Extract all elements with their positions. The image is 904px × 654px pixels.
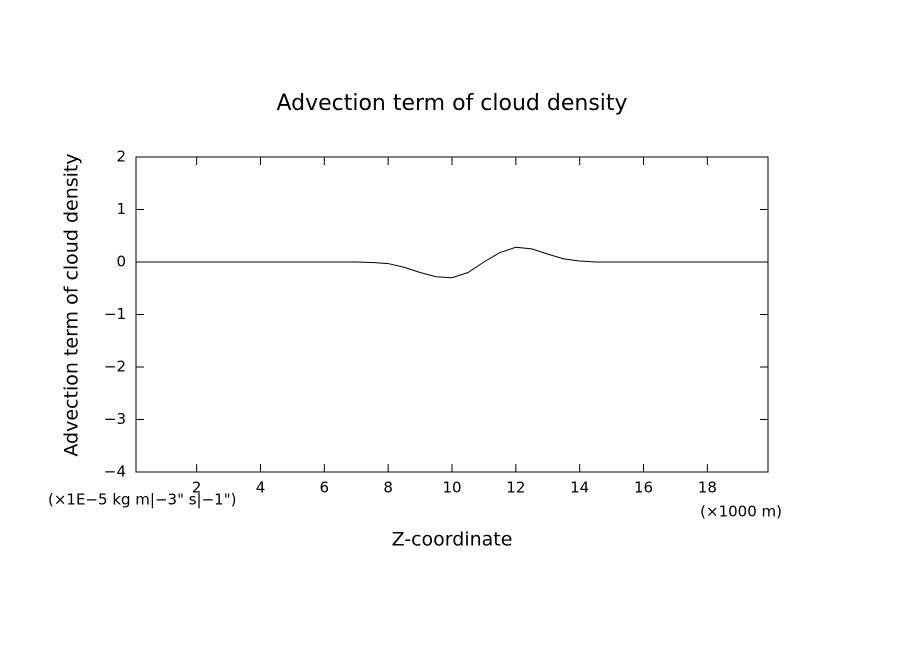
y-axis-unit: (×1E−5 kg m|−3" s|−1") — [48, 491, 236, 509]
x-tick-label: 10 — [442, 479, 461, 497]
x-axis-label: Z-coordinate — [392, 529, 513, 551]
x-tick-label: 4 — [256, 479, 266, 497]
x-tick-label: 18 — [698, 479, 717, 497]
data-line — [136, 246, 768, 279]
x-tick-label: 2 — [192, 479, 202, 497]
x-tick-label: 6 — [320, 479, 330, 497]
y-tick-label: −2 — [104, 358, 126, 376]
y-tick-label: −3 — [104, 410, 126, 428]
y-tick-label: 1 — [116, 200, 126, 218]
x-tick-label: 12 — [506, 479, 525, 497]
x-axis-unit: (×1000 m) — [700, 503, 782, 521]
y-axis-label: Advection term of cloud density — [61, 153, 83, 456]
y-tick-label: −4 — [104, 463, 126, 481]
y-tick-label: −1 — [104, 305, 126, 323]
chart-title: Advection term of cloud density — [276, 91, 627, 116]
x-tick-label: 16 — [634, 479, 653, 497]
y-tick-label: 0 — [116, 253, 126, 271]
y-tick-label: 2 — [116, 148, 126, 166]
x-tick-label: 14 — [570, 479, 589, 497]
x-tick-label: 8 — [383, 479, 393, 497]
